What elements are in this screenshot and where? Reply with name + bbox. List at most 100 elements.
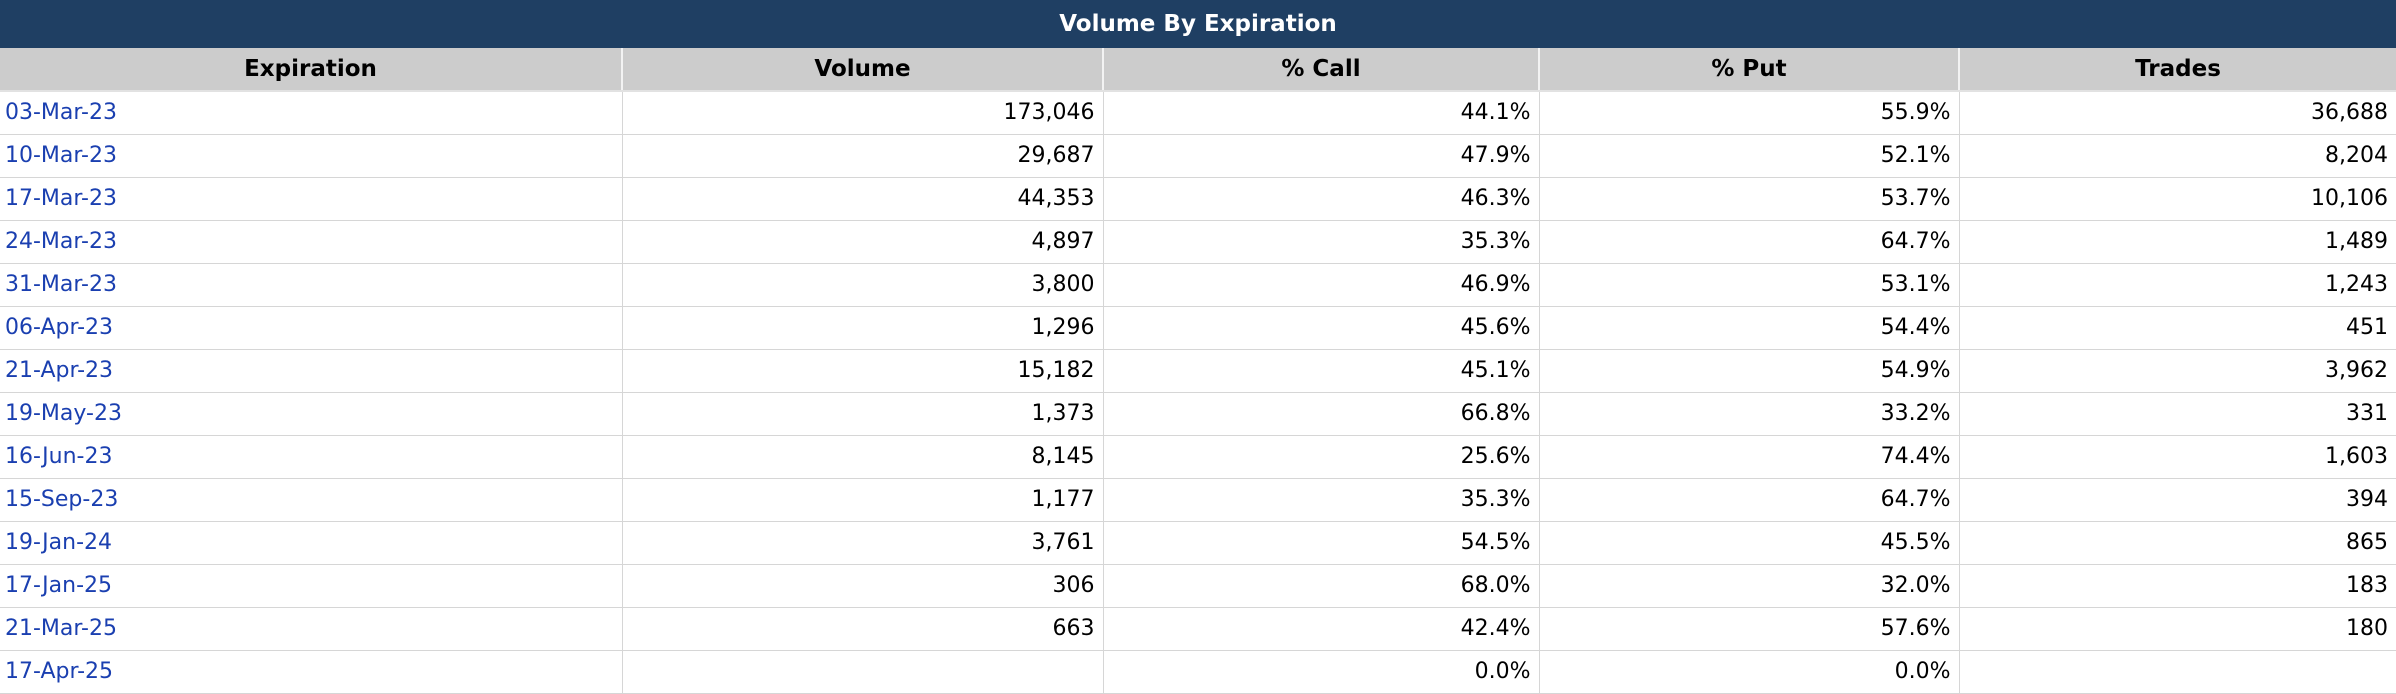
volume-cell: 306: [622, 564, 1104, 608]
trades-cell: 1,243: [1959, 263, 2396, 307]
table-body: 03-Mar-23 173,046 44.1% 55.9% 36,688 10-Mar-2…: [0, 91, 2396, 694]
expiration-cell: 17-Jan-25: [0, 564, 623, 608]
column-header-volume: Volume: [622, 48, 1104, 92]
table-row: 03-Mar-23 173,046 44.1% 55.9% 36,688: [0, 91, 2396, 135]
table-row: 24-Mar-23 4,897 35.3% 64.7% 1,489: [0, 220, 2396, 264]
expiration-cell: 19-May-23: [0, 392, 623, 436]
pct-put-cell: 0.0%: [1539, 650, 1960, 694]
expiration-cell: 03-Mar-23: [0, 91, 623, 135]
table-row: 19-May-23 1,373 66.8% 33.2% 331: [0, 392, 2396, 436]
volume-cell: 3,761: [622, 521, 1104, 565]
column-header-pct-put: % Put: [1539, 48, 1960, 92]
table-row: 21-Mar-25 663 42.4% 57.6% 180: [0, 607, 2396, 651]
volume-cell: 3,800: [622, 263, 1104, 307]
pct-call-cell: 45.1%: [1103, 349, 1540, 393]
trades-cell: 1,489: [1959, 220, 2396, 264]
pct-call-cell: 0.0%: [1103, 650, 1540, 694]
expiration-link[interactable]: 17-Mar-23: [5, 186, 117, 211]
volume-cell: 44,353: [622, 177, 1104, 221]
table-row: 17-Apr-25 0.0% 0.0%: [0, 650, 2396, 694]
pct-call-cell: 54.5%: [1103, 521, 1540, 565]
trades-cell: 331: [1959, 392, 2396, 436]
pct-call-cell: 25.6%: [1103, 435, 1540, 479]
expiration-link[interactable]: 19-May-23: [5, 401, 122, 426]
pct-put-cell: 57.6%: [1539, 607, 1960, 651]
pct-put-cell: 54.4%: [1539, 306, 1960, 350]
expiration-link[interactable]: 21-Apr-23: [5, 358, 114, 383]
expiration-cell: 16-Jun-23: [0, 435, 623, 479]
trades-cell: 36,688: [1959, 91, 2396, 135]
trades-cell: [1959, 650, 2396, 694]
pct-put-cell: 45.5%: [1539, 521, 1960, 565]
expiration-link[interactable]: 17-Jan-25: [5, 573, 113, 598]
expiration-cell: 31-Mar-23: [0, 263, 623, 307]
trades-cell: 180: [1959, 607, 2396, 651]
volume-cell: [622, 650, 1104, 694]
expiration-cell: 21-Mar-25: [0, 607, 623, 651]
table-row: 21-Apr-23 15,182 45.1% 54.9% 3,962: [0, 349, 2396, 393]
table-row: 10-Mar-23 29,687 47.9% 52.1% 8,204: [0, 134, 2396, 178]
trades-cell: 865: [1959, 521, 2396, 565]
expiration-link[interactable]: 03-Mar-23: [5, 100, 117, 126]
expiration-link[interactable]: 16-Jun-23: [5, 444, 113, 469]
volume-cell: 1,373: [622, 392, 1104, 436]
expiration-link[interactable]: 17-Apr-25: [5, 659, 114, 684]
pct-call-cell: 46.9%: [1103, 263, 1540, 307]
pct-put-cell: 53.1%: [1539, 263, 1960, 307]
trades-cell: 183: [1959, 564, 2396, 608]
pct-put-cell: 52.1%: [1539, 134, 1960, 178]
pct-put-cell: 54.9%: [1539, 349, 1960, 393]
header-row: Expiration Volume % Call % Put Trades: [0, 48, 2396, 92]
volume-by-expiration-table: Expiration Volume % Call % Put Trades 03…: [0, 48, 2396, 694]
expiration-link[interactable]: 15-Sep-23: [5, 487, 119, 512]
column-header-trades: Trades: [1959, 48, 2396, 92]
pct-put-cell: 55.9%: [1539, 91, 1960, 135]
expiration-link[interactable]: 06-Apr-23: [5, 315, 114, 340]
volume-cell: 663: [622, 607, 1104, 651]
expiration-cell: 06-Apr-23: [0, 306, 623, 350]
pct-call-cell: 42.4%: [1103, 607, 1540, 651]
pct-call-cell: 44.1%: [1103, 91, 1540, 135]
pct-put-cell: 53.7%: [1539, 177, 1960, 221]
trades-cell: 8,204: [1959, 134, 2396, 178]
table-title: Volume By Expiration: [0, 0, 2396, 48]
volume-cell: 29,687: [622, 134, 1104, 178]
pct-put-cell: 64.7%: [1539, 220, 1960, 264]
volume-cell: 8,145: [622, 435, 1104, 479]
expiration-link[interactable]: 10-Mar-23: [5, 143, 117, 168]
trades-cell: 394: [1959, 478, 2396, 522]
table-row: 17-Mar-23 44,353 46.3% 53.7% 10,106: [0, 177, 2396, 221]
trades-cell: 1,603: [1959, 435, 2396, 479]
expiration-cell: 21-Apr-23: [0, 349, 623, 393]
trades-cell: 3,962: [1959, 349, 2396, 393]
pct-call-cell: 35.3%: [1103, 220, 1540, 264]
pct-put-cell: 33.2%: [1539, 392, 1960, 436]
volume-cell: 15,182: [622, 349, 1104, 393]
expiration-link[interactable]: 31-Mar-23: [5, 272, 117, 297]
pct-call-cell: 35.3%: [1103, 478, 1540, 522]
volume-cell: 1,296: [622, 306, 1104, 350]
table-row: 17-Jan-25 306 68.0% 32.0% 183: [0, 564, 2396, 608]
trades-cell: 10,106: [1959, 177, 2396, 221]
volume-cell: 173,046: [622, 91, 1104, 135]
table-row: 16-Jun-23 8,145 25.6% 74.4% 1,603: [0, 435, 2396, 479]
pct-call-cell: 46.3%: [1103, 177, 1540, 221]
volume-cell: 4,897: [622, 220, 1104, 264]
pct-put-cell: 64.7%: [1539, 478, 1960, 522]
column-header-expiration: Expiration: [0, 48, 623, 92]
pct-call-cell: 47.9%: [1103, 134, 1540, 178]
volume-cell: 1,177: [622, 478, 1104, 522]
expiration-link[interactable]: 19-Jan-24: [5, 530, 113, 555]
expiration-cell: 10-Mar-23: [0, 134, 623, 178]
table-row: 19-Jan-24 3,761 54.5% 45.5% 865: [0, 521, 2396, 565]
expiration-cell: 17-Mar-23: [0, 177, 623, 221]
column-header-pct-call: % Call: [1103, 48, 1540, 92]
expiration-link[interactable]: 21-Mar-25: [5, 616, 117, 641]
expiration-cell: 17-Apr-25: [0, 650, 623, 694]
expiration-cell: 24-Mar-23: [0, 220, 623, 264]
pct-call-cell: 68.0%: [1103, 564, 1540, 608]
expiration-cell: 15-Sep-23: [0, 478, 623, 522]
table-row: 31-Mar-23 3,800 46.9% 53.1% 1,243: [0, 263, 2396, 307]
expiration-link[interactable]: 24-Mar-23: [5, 229, 117, 254]
